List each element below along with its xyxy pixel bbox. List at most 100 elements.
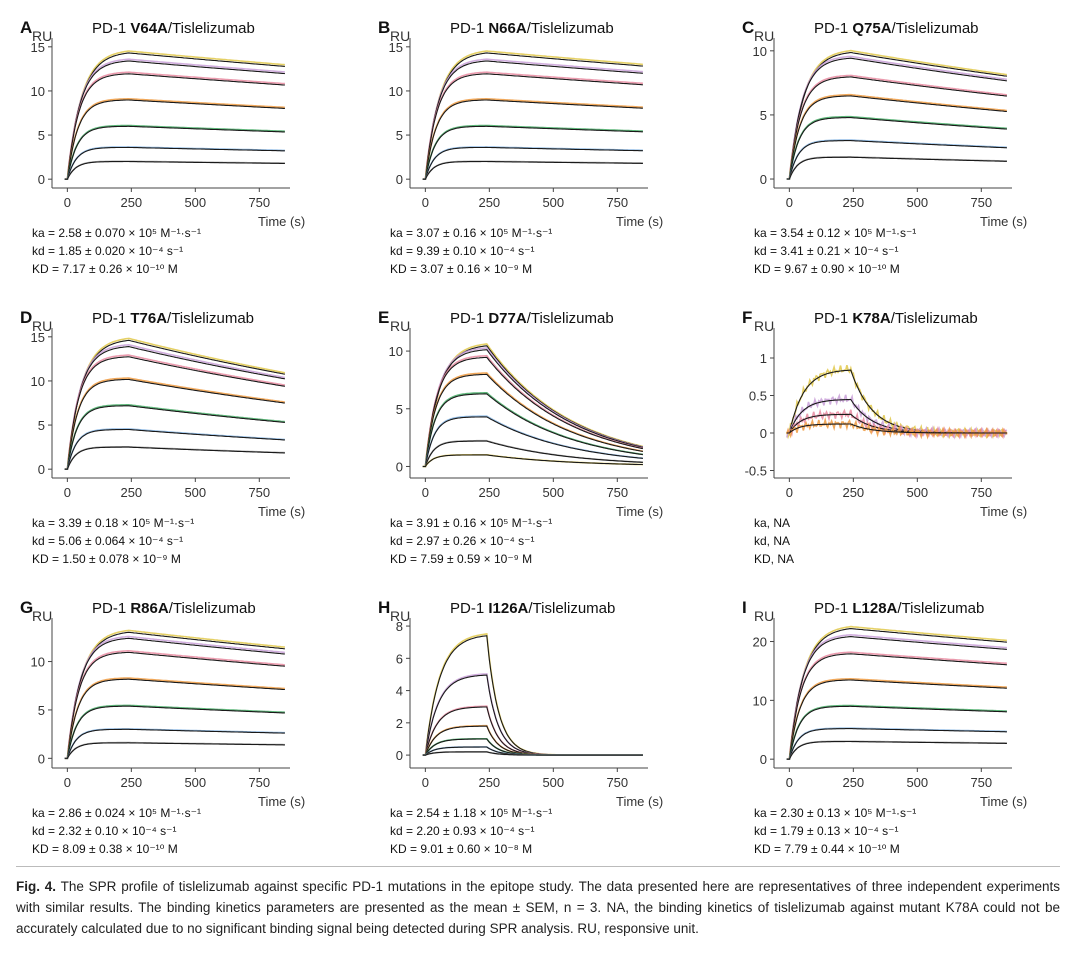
- ka-value: ka = 2.58 ± 0.070 × 10⁵ M⁻¹·s⁻¹: [32, 226, 201, 240]
- x-axis-label: Time (s): [616, 794, 664, 809]
- kd-value: kd = 1.85 ± 0.020 × 10⁻⁴ s⁻¹: [32, 244, 184, 258]
- KD-value: KD = 1.50 ± 0.078 × 10⁻⁹ M: [32, 552, 181, 566]
- raw-trace-1: [422, 632, 643, 756]
- raw-trace-2: [64, 58, 285, 180]
- raw-trace-2: [786, 55, 1008, 180]
- y-tick-label: 0: [38, 751, 45, 766]
- fit-curve-4: [422, 725, 643, 756]
- raw-trace-3: [422, 71, 643, 180]
- panel-title: PD-1 K78A/Tislelizumab: [814, 310, 978, 327]
- fit-curve-2: [786, 636, 1007, 760]
- fit-curve-1: [64, 631, 285, 759]
- panel-a: 0 5 10 15 0 250 500 750 A PD-1 V64A/Tislelizuma…: [0, 16, 350, 296]
- x-tick-label: 500: [184, 485, 206, 500]
- caption-divider: [16, 866, 1060, 867]
- raw-trace-5: [64, 124, 285, 180]
- x-tick-label: 250: [842, 195, 864, 210]
- x-tick-label: 250: [478, 195, 500, 210]
- fit-curve-3: [786, 76, 1007, 180]
- ka-value: ka = 3.39 ± 0.18 × 10⁵ M⁻¹·s⁻¹: [32, 516, 195, 530]
- y-tick-label: 4: [396, 684, 403, 699]
- raw-trace-7: [422, 160, 643, 180]
- panel-e: 0 5 10 0 250 500 750 E PD-1 D77A/Tislelizumab …: [358, 306, 708, 586]
- raw-trace-7: [64, 160, 285, 180]
- y-tick-label: 15: [31, 330, 45, 345]
- ka-value: ka = 2.54 ± 1.18 × 10⁵ M⁻¹·s⁻¹: [390, 806, 553, 820]
- raw-trace-5: [64, 404, 285, 470]
- panel-title: PD-1 T76A/Tislelizumab: [92, 310, 254, 327]
- y-tick-label: -0.5: [745, 464, 767, 479]
- fit-curve-4: [422, 99, 643, 180]
- x-tick-label: 250: [478, 485, 500, 500]
- y-tick-label: 10: [753, 693, 767, 708]
- x-axis-label: Time (s): [258, 214, 306, 229]
- chart-g: 0 5 10 0 250 500 750: [31, 618, 290, 790]
- fit-curve-7: [422, 160, 643, 180]
- x-tick-label: 500: [906, 195, 928, 210]
- KD-value: KD = 7.17 ± 0.26 × 10⁻¹⁰ M: [32, 262, 178, 276]
- raw-trace-3: [786, 74, 1007, 180]
- panel-letter: E: [378, 308, 390, 327]
- raw-trace-2: [422, 58, 643, 180]
- KD-value: KD = 8.09 ± 0.38 × 10⁻¹⁰ M: [32, 842, 178, 856]
- y-tick-label: 10: [753, 44, 767, 59]
- fit-curve-2: [64, 637, 285, 759]
- kd-value: kd = 2.97 ± 0.26 × 10⁻⁴ s⁻¹: [390, 534, 535, 548]
- x-tick-label: 750: [970, 775, 992, 790]
- y-tick-label: 0: [760, 426, 767, 441]
- fit-curve-2: [422, 349, 644, 468]
- panel-title: PD-1 I126A/Tislelizumab: [450, 600, 616, 617]
- x-tick-label: 0: [422, 195, 429, 210]
- KD-value: KD = 9.67 ± 0.90 × 10⁻¹⁰ M: [754, 262, 900, 276]
- x-tick-label: 750: [248, 775, 270, 790]
- y-tick-label: 0: [760, 172, 767, 187]
- fit-curve-1: [64, 339, 285, 470]
- x-tick-label: 750: [606, 775, 628, 790]
- fit-curve-6: [786, 140, 1007, 180]
- fit-curve-1: [786, 51, 1007, 180]
- panel-title: PD-1 L128A/Tislelizumab: [814, 600, 985, 617]
- x-tick-label: 500: [184, 775, 206, 790]
- x-axis-label: Time (s): [616, 214, 664, 229]
- ka-value: ka = 3.54 ± 0.12 × 10⁵ M⁻¹·s⁻¹: [754, 226, 917, 240]
- fit-curve-3: [64, 651, 285, 759]
- fit-curve-4: [64, 99, 285, 180]
- y-tick-label: 5: [38, 418, 45, 433]
- panel-letter: G: [20, 598, 34, 617]
- x-tick-label: 750: [606, 195, 628, 210]
- fit-curve-7: [64, 160, 285, 180]
- raw-trace-7: [64, 446, 285, 470]
- chart-b: 0 5 10 15 0 250 500 750: [389, 38, 648, 210]
- x-tick-label: 250: [120, 195, 142, 210]
- fit-curve-2: [422, 60, 643, 180]
- fit-curve-4: [786, 423, 1007, 434]
- kd-value: kd = 2.20 ± 0.93 × 10⁻⁴ s⁻¹: [390, 824, 535, 838]
- kd-value: kd = 5.06 ± 0.064 × 10⁻⁴ s⁻¹: [32, 534, 184, 548]
- fit-curve-3: [64, 356, 285, 470]
- y-axis-label: RU: [390, 608, 411, 624]
- fit-curve-7: [64, 446, 285, 470]
- fit-curve-5: [422, 125, 643, 180]
- fit-curve-4: [422, 373, 643, 468]
- x-tick-label: 250: [478, 775, 500, 790]
- fit-curve-5: [786, 117, 1007, 180]
- raw-trace-1: [64, 337, 286, 470]
- x-tick-label: 0: [786, 485, 793, 500]
- raw-trace-4: [786, 678, 1007, 760]
- raw-trace-3: [64, 354, 286, 470]
- fit-curve-1: [64, 52, 285, 180]
- x-axis-label: Time (s): [980, 794, 1028, 809]
- raw-trace-5: [786, 115, 1007, 180]
- y-tick-label: 0: [38, 462, 45, 477]
- y-axis-label: RU: [32, 28, 53, 44]
- x-tick-label: 0: [64, 485, 71, 500]
- x-axis-label: Time (s): [980, 214, 1028, 229]
- fit-curve-3: [64, 73, 285, 180]
- fit-curve-3: [786, 653, 1007, 760]
- raw-trace-4: [786, 93, 1007, 180]
- fit-curve-7: [64, 742, 285, 759]
- raw-trace-4: [422, 372, 644, 468]
- x-axis-label: Time (s): [258, 504, 306, 519]
- raw-trace-4: [422, 724, 643, 756]
- caption-text: The SPR profile of tislelizumab against …: [16, 879, 1060, 936]
